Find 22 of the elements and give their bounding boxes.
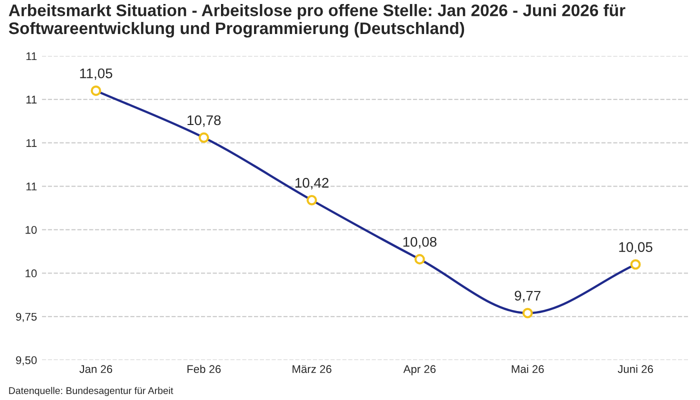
y-tick-label: 10 <box>26 269 37 278</box>
data-label: 9,77 <box>514 290 540 302</box>
text: Datenquelle: Bundesagentur für Arbeit <box>9 386 174 396</box>
y-tick-label: 9,50 <box>16 356 37 366</box>
y-tick-label: 10 <box>26 226 37 234</box>
y-tick-label: 9,75 <box>16 312 37 322</box>
y-tick-label: 11 <box>26 52 37 60</box>
x-tick-label: Feb 26 <box>187 364 221 374</box>
x-tick-label: Jan 26 <box>79 365 112 374</box>
data-label: 11,05 <box>80 68 112 80</box>
y-tick-label: 11 <box>26 182 37 190</box>
data-label: 10,42 <box>295 178 328 190</box>
x-tick-label: Juni 26 <box>618 364 653 374</box>
chart-title: Arbeitsmarkt Situation - Arbeitslose pro offene Stelle: Jan 2026 - Juni 2026 für Softwareentwicklung und Programmierung (Deutschland) <box>8 4 626 38</box>
y-tick-label: 11 <box>26 96 37 104</box>
data-label: 10,05 <box>619 242 652 254</box>
y-tick-label: 11 <box>26 139 37 147</box>
data-label: 10,08 <box>403 236 436 248</box>
x-tick-label: Apr 26 <box>403 365 436 376</box>
x-tick-label: März 26 <box>292 365 332 374</box>
x-tick-label: Mai 26 <box>512 364 544 374</box>
data-label: 10,78 <box>188 115 221 127</box>
